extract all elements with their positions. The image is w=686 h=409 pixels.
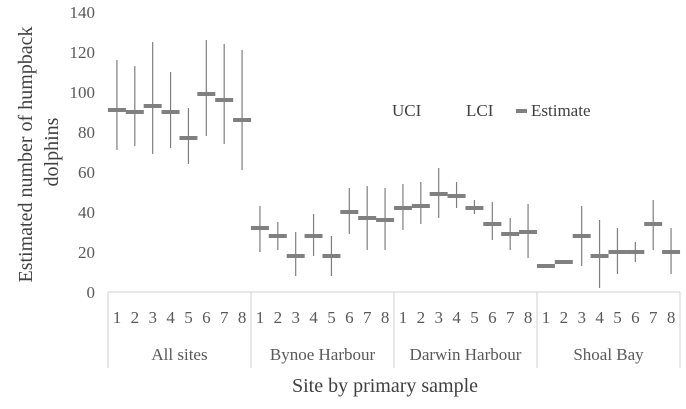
group-label: Bynoe Harbour [270,345,376,364]
estimate-marker [554,260,573,264]
estimate-marker [143,104,162,108]
x-tick-label: 6 [631,308,640,327]
x-tick-label: 1 [256,308,265,327]
x-tick-label: 5 [613,308,622,327]
y-tick-label: 100 [70,83,96,102]
estimate-marker [125,110,144,114]
x-tick-label: 3 [148,308,157,327]
x-tick-label: 2 [560,308,569,327]
legend-uci: UCI [392,101,422,120]
legend-estimate-swatch [516,109,527,113]
estimate-marker [429,192,448,196]
x-tick-label: 6 [202,308,211,327]
x-tick-label: 3 [434,308,443,327]
x-tick-label: 1 [113,308,122,327]
estimate-marker [608,250,627,254]
x-tick-label: 8 [238,308,247,327]
estimate-marker [483,222,502,226]
estimate-marker [304,234,323,238]
legend-lci: LCI [466,101,494,120]
x-tick-label: 6 [488,308,497,327]
estimate-marker [340,210,359,214]
x-tick-label: 5 [184,308,193,327]
estimate-marker [447,194,466,198]
estimate-marker [572,234,591,238]
estimate-marker [519,230,538,234]
x-tick-label: 4 [595,308,604,327]
estimate-marker [465,206,484,210]
plot-area [107,40,681,288]
x-tick-label: 4 [452,308,461,327]
group-label: Shoal Bay [573,345,644,364]
x-tick-label: 3 [291,308,300,327]
x-tick-label: 2 [417,308,426,327]
x-tick-label: 8 [524,308,533,327]
x-tick-label: 4 [166,308,175,327]
x-tick-label: 3 [577,308,586,327]
x-tick-label: 4 [309,308,318,327]
estimate-marker [411,204,430,208]
estimate-marker [501,232,520,236]
x-tick-label: 7 [649,308,658,327]
group-label: All sites [151,345,207,364]
x-tick-label: 8 [381,308,390,327]
estimate-marker [358,216,377,220]
x-tick-label: 2 [274,308,283,327]
y-tick-label: 80 [78,123,95,142]
x-axis-title: Site by primary sample [292,375,478,397]
estimate-marker [268,234,287,238]
y-axis-title: Estimated number of humpback dolphins [15,21,63,282]
estimate-marker [626,250,645,254]
estimate-marker [197,92,216,96]
y-tick-label: 40 [78,203,95,222]
x-tick-label: 7 [363,308,372,327]
x-tick-label: 8 [667,308,676,327]
x-tick-label: 1 [542,308,551,327]
estimate-marker [322,254,341,258]
estimate-marker [107,108,126,112]
legend-estimate: Estimate [531,101,590,120]
y-tick-label: 0 [87,283,96,302]
estimate-marker [662,250,681,254]
estimate-marker [215,98,234,102]
y-tick-label: 140 [70,3,96,22]
x-tick-label: 7 [506,308,515,327]
estimate-marker [233,118,252,122]
x-tick-label: 7 [220,308,229,327]
group-label: Darwin Harbour [410,345,522,364]
x-tick-label: 5 [470,308,479,327]
x-tick-label: 2 [131,308,140,327]
estimate-marker [376,218,395,222]
estimate-marker [536,264,555,268]
y-tick-label: 60 [78,163,95,182]
legend: UCI LCI Estimate [392,101,590,120]
y-tick-label: 120 [70,43,96,62]
estimate-marker [393,206,412,210]
x-tick-label: 6 [345,308,354,327]
estimate-marker [590,254,609,258]
y-tick-label: 20 [78,243,95,262]
estimate-marker [179,136,198,140]
estimate-marker [644,222,663,226]
estimate-marker [286,254,305,258]
estimate-marker [250,226,269,230]
x-tick-label: 5 [327,308,336,327]
y-axis: 0 20 40 60 80 100 120 140 [70,3,96,302]
x-tick-label: 1 [399,308,408,327]
estimate-marker [161,110,180,114]
